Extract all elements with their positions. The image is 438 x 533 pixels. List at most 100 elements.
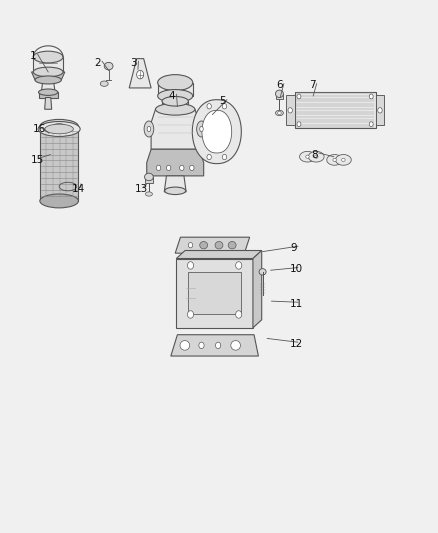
Text: 5: 5 [219, 96, 226, 106]
Polygon shape [129, 59, 151, 88]
Ellipse shape [297, 122, 301, 126]
Polygon shape [32, 72, 65, 80]
Ellipse shape [231, 341, 240, 350]
Polygon shape [171, 335, 258, 356]
Ellipse shape [45, 124, 74, 134]
Ellipse shape [236, 262, 242, 269]
Ellipse shape [137, 70, 144, 79]
Ellipse shape [144, 121, 154, 137]
Polygon shape [40, 126, 78, 201]
Text: 7: 7 [309, 80, 315, 90]
Ellipse shape [33, 67, 63, 77]
Ellipse shape [187, 311, 194, 318]
Ellipse shape [236, 311, 242, 318]
Bar [376, 95, 385, 125]
Polygon shape [176, 259, 253, 328]
Ellipse shape [100, 81, 108, 86]
Text: 6: 6 [276, 80, 283, 90]
Polygon shape [147, 149, 204, 176]
Polygon shape [164, 176, 186, 192]
Ellipse shape [188, 243, 193, 248]
Polygon shape [175, 237, 250, 253]
Ellipse shape [200, 126, 203, 132]
Polygon shape [202, 110, 232, 153]
Polygon shape [176, 251, 262, 259]
Polygon shape [151, 109, 199, 149]
Ellipse shape [200, 241, 208, 249]
Ellipse shape [207, 103, 211, 109]
Polygon shape [45, 98, 52, 109]
Text: 11: 11 [290, 299, 303, 309]
Text: 10: 10 [290, 264, 303, 274]
Ellipse shape [40, 119, 78, 133]
Ellipse shape [156, 165, 161, 171]
Text: 15: 15 [31, 155, 44, 165]
Ellipse shape [276, 110, 283, 116]
Ellipse shape [165, 187, 186, 195]
Ellipse shape [342, 158, 345, 161]
Ellipse shape [38, 122, 80, 136]
Ellipse shape [53, 124, 66, 129]
Ellipse shape [276, 90, 283, 98]
Ellipse shape [197, 121, 206, 137]
Ellipse shape [259, 269, 266, 275]
Ellipse shape [39, 89, 58, 95]
Polygon shape [192, 100, 241, 164]
Ellipse shape [207, 155, 211, 160]
Ellipse shape [333, 158, 336, 161]
Ellipse shape [199, 342, 204, 349]
Bar [294, 92, 375, 128]
Text: 1: 1 [30, 51, 36, 61]
Polygon shape [33, 57, 63, 72]
Text: 16: 16 [33, 124, 46, 134]
Ellipse shape [180, 341, 190, 350]
Ellipse shape [180, 165, 184, 171]
Polygon shape [41, 80, 55, 93]
Ellipse shape [278, 111, 281, 115]
Bar [286, 95, 294, 125]
Text: 3: 3 [131, 58, 137, 68]
Ellipse shape [306, 155, 309, 158]
Text: 8: 8 [311, 150, 318, 159]
Polygon shape [188, 272, 241, 314]
Ellipse shape [215, 342, 221, 349]
Polygon shape [39, 92, 58, 98]
Ellipse shape [187, 262, 194, 269]
Polygon shape [145, 177, 153, 183]
Ellipse shape [369, 94, 373, 99]
Ellipse shape [166, 165, 171, 171]
Ellipse shape [35, 76, 61, 84]
Polygon shape [327, 155, 343, 165]
Ellipse shape [162, 96, 188, 106]
Ellipse shape [158, 75, 193, 91]
Polygon shape [162, 101, 188, 109]
Ellipse shape [222, 155, 227, 160]
Ellipse shape [145, 173, 153, 181]
Ellipse shape [104, 62, 113, 70]
Text: 14: 14 [72, 184, 85, 194]
Polygon shape [308, 151, 324, 162]
Text: 13: 13 [135, 184, 148, 194]
Ellipse shape [369, 122, 373, 126]
Ellipse shape [158, 90, 193, 102]
Text: 2: 2 [94, 58, 101, 68]
Ellipse shape [215, 241, 223, 249]
Ellipse shape [314, 155, 318, 158]
Ellipse shape [40, 194, 78, 208]
Polygon shape [253, 251, 262, 328]
Text: 4: 4 [169, 91, 175, 101]
Text: 12: 12 [290, 339, 303, 349]
Text: 9: 9 [290, 243, 297, 253]
Ellipse shape [228, 241, 236, 249]
Ellipse shape [288, 108, 293, 113]
Polygon shape [158, 83, 193, 96]
Ellipse shape [222, 103, 227, 109]
Ellipse shape [145, 192, 152, 196]
Ellipse shape [190, 165, 194, 171]
Ellipse shape [378, 108, 382, 113]
Ellipse shape [33, 51, 63, 63]
Polygon shape [300, 151, 315, 162]
Ellipse shape [155, 103, 195, 115]
Ellipse shape [147, 126, 151, 132]
Ellipse shape [297, 94, 301, 99]
